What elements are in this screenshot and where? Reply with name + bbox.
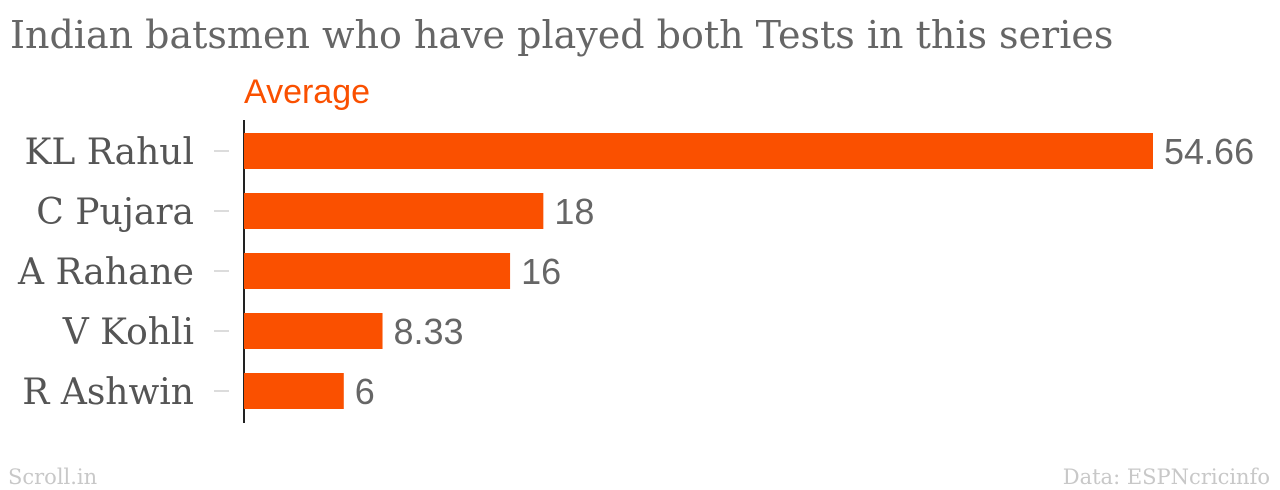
category-label-4: R Ashwin bbox=[22, 372, 194, 413]
value-label-3: 8.33 bbox=[394, 311, 464, 352]
category-label-2: A Rahane bbox=[17, 252, 194, 293]
value-label-4: 6 bbox=[355, 371, 375, 412]
category-label-1: C Pujara bbox=[36, 192, 194, 233]
series-label: Average bbox=[244, 73, 370, 111]
bar-2 bbox=[244, 253, 511, 289]
credit-label: Data: ESPNcricinfo bbox=[1063, 465, 1270, 489]
category-label-3: V Kohli bbox=[62, 312, 194, 353]
value-label-2: 16 bbox=[521, 251, 561, 292]
bar-4 bbox=[244, 373, 344, 409]
bar-3 bbox=[244, 313, 383, 349]
chart-title: Indian batsmen who have played both Test… bbox=[10, 13, 1113, 57]
category-label-0: KL Rahul bbox=[24, 132, 194, 173]
value-label-0: 54.66 bbox=[1164, 131, 1254, 172]
bars-group: KL Rahul 54.66 C Pujara 18 A Rahane 16 V Kohli… bbox=[17, 131, 1254, 413]
source-label: Scroll.in bbox=[8, 465, 97, 489]
bar-1 bbox=[244, 193, 544, 229]
value-label-1: 18 bbox=[554, 191, 594, 232]
bar-0 bbox=[244, 133, 1153, 169]
